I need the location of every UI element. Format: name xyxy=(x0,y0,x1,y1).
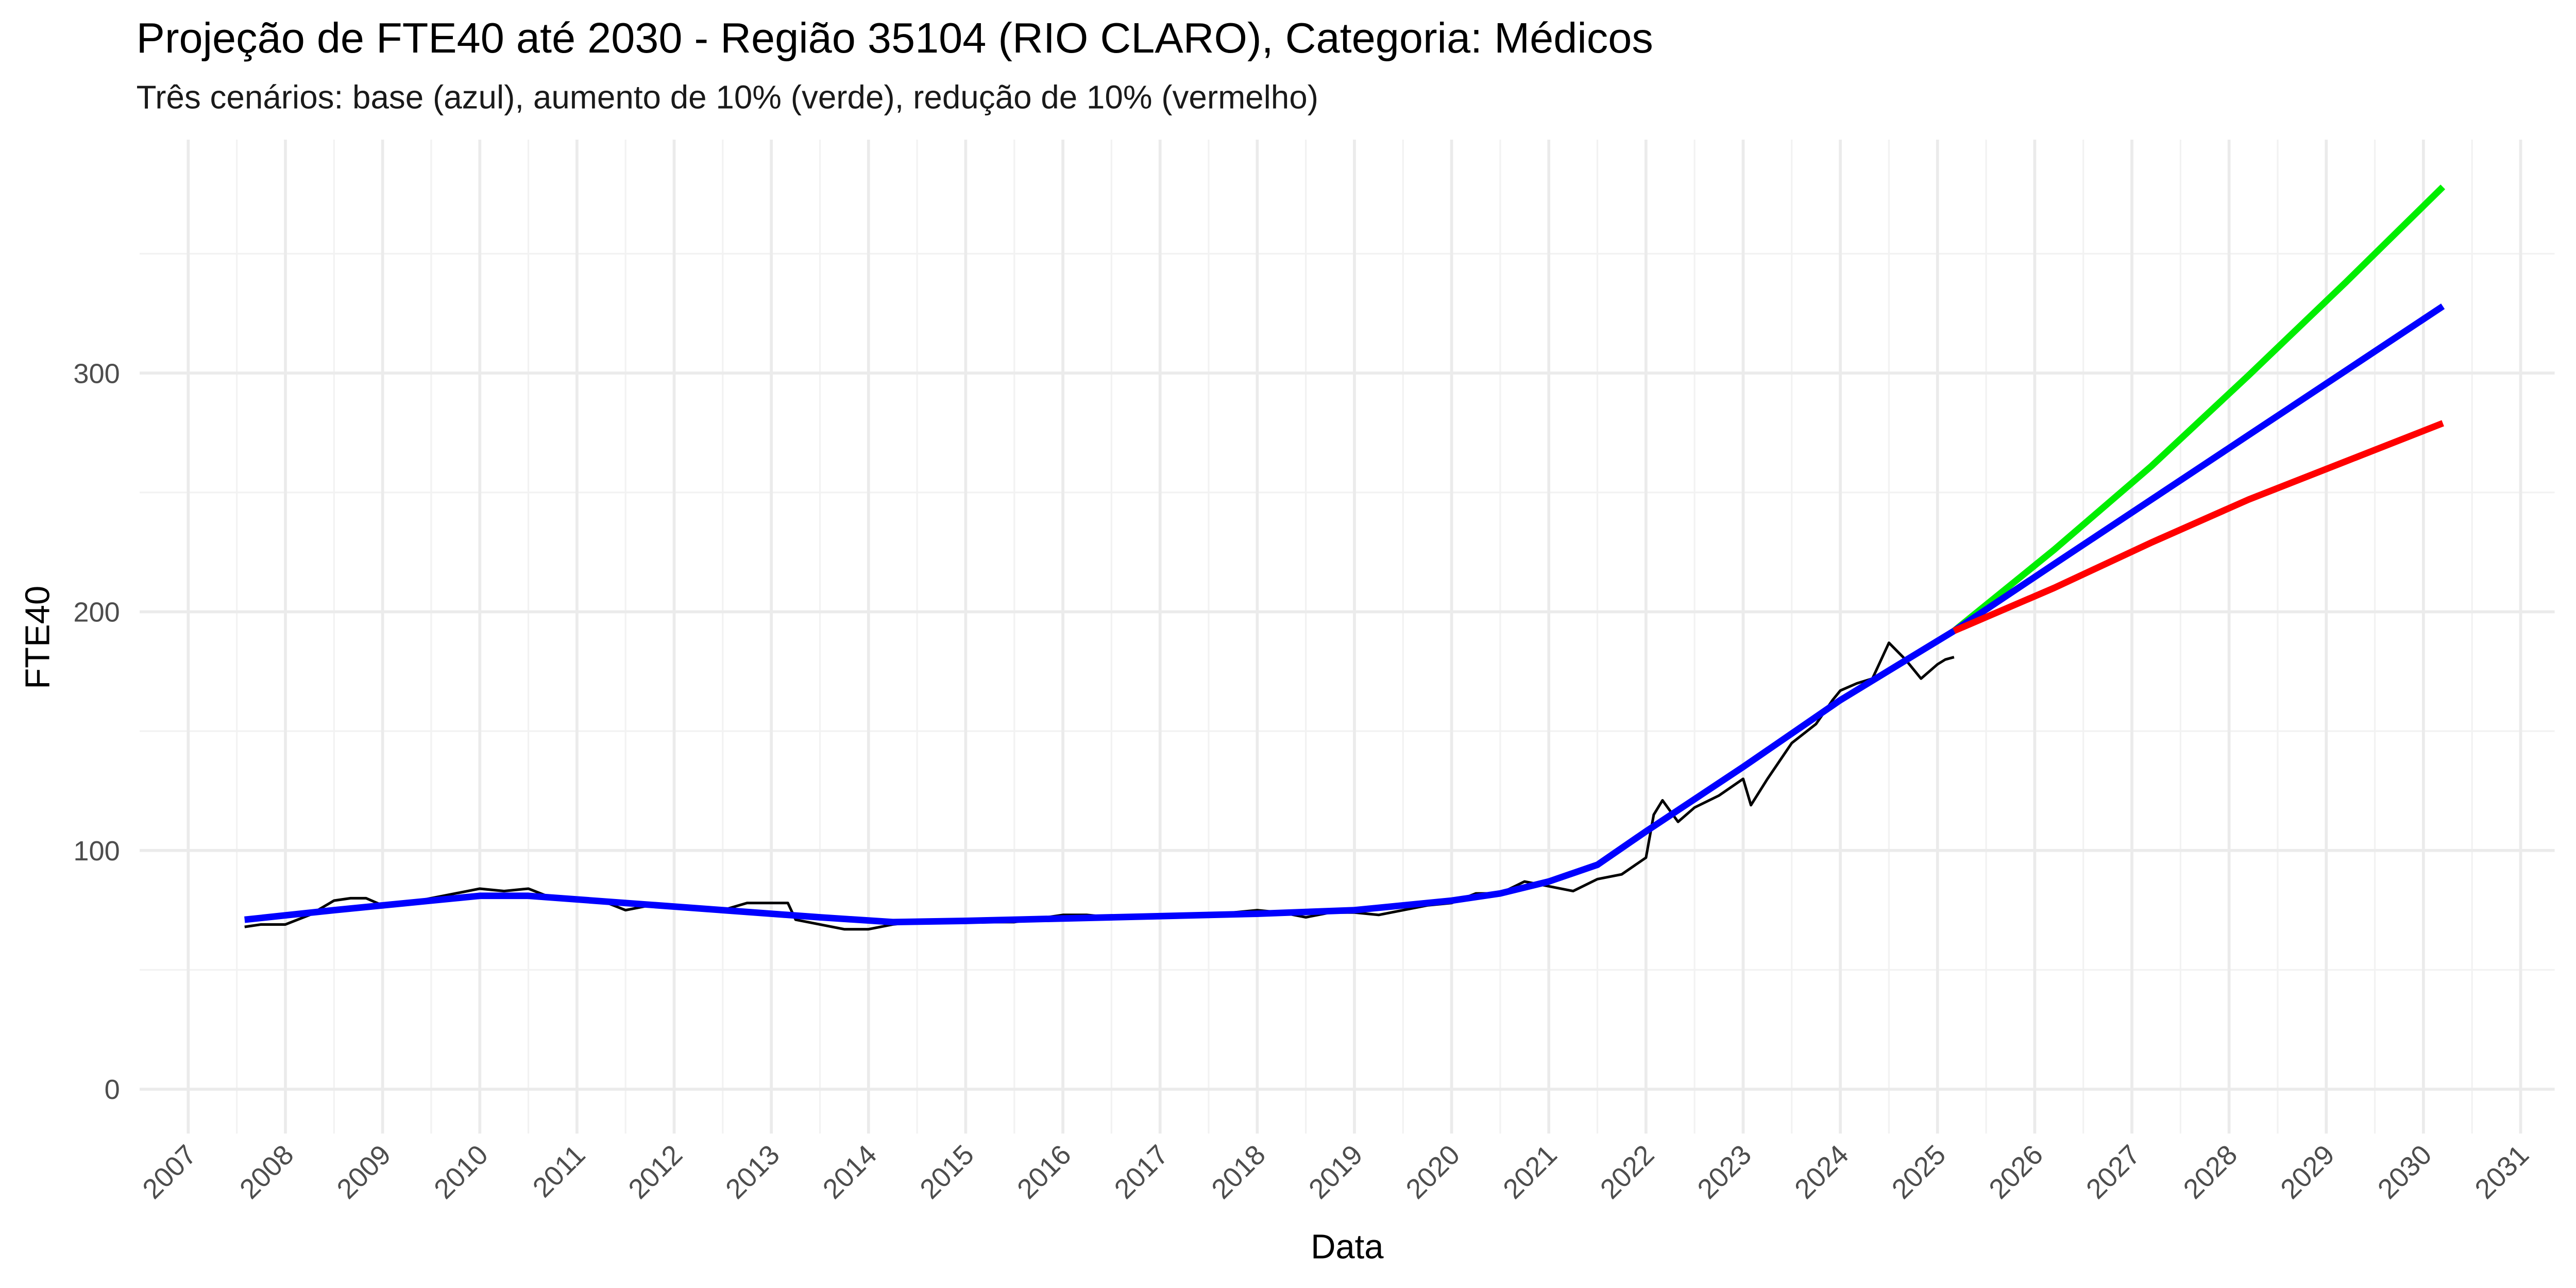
y-axis-title: FTE40 xyxy=(19,586,57,689)
chart-title: Projeção de FTE40 até 2030 - Região 3510… xyxy=(137,14,1653,62)
plot-area xyxy=(244,184,2446,931)
y-tick-label: 100 xyxy=(73,836,120,867)
series-line xyxy=(1952,184,2446,634)
series-line xyxy=(1953,420,2444,634)
y-tick-label: 300 xyxy=(73,358,120,389)
x-axis-title: Data xyxy=(1311,1228,1384,1266)
series-line xyxy=(1952,303,2445,634)
grid xyxy=(140,140,2555,1134)
y-tick-label: 0 xyxy=(105,1074,120,1105)
y-tick-label: 200 xyxy=(73,597,120,628)
series-line xyxy=(244,628,1956,926)
chart-subtitle: Três cenários: base (azul), aumento de 1… xyxy=(137,78,1318,115)
